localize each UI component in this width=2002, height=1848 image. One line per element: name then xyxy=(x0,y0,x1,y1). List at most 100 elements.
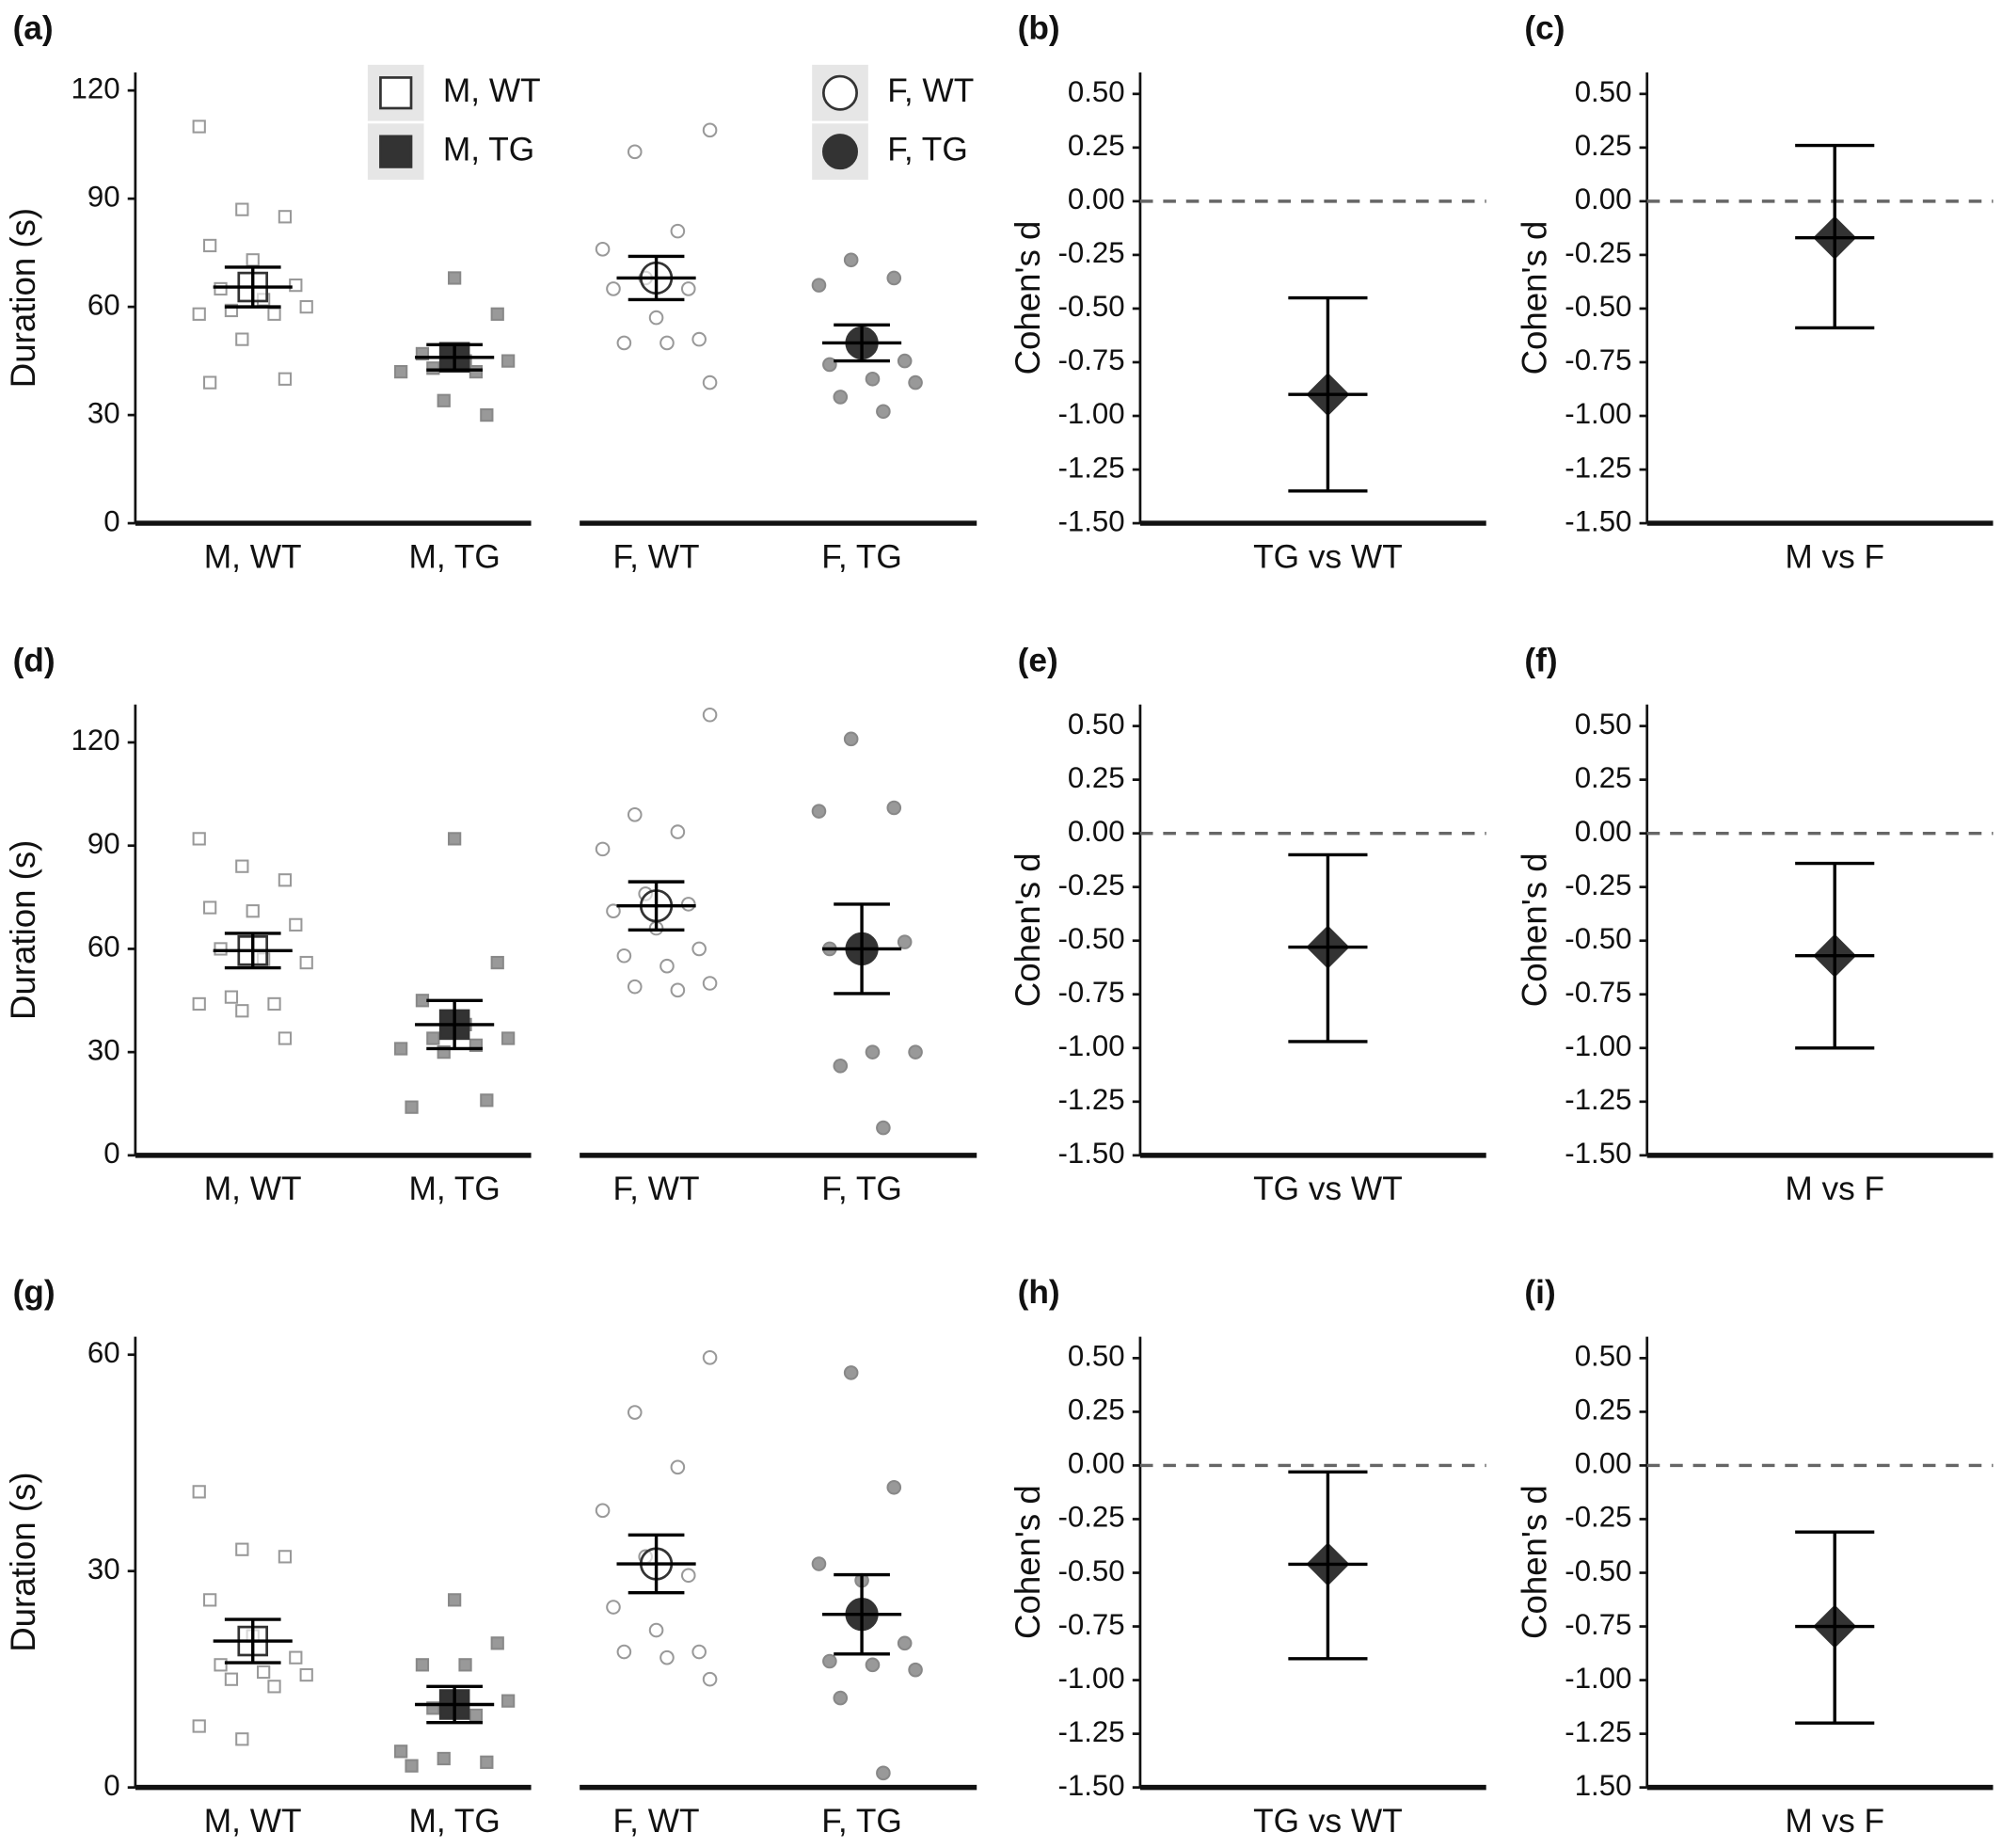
y-tick-label: -1.00 xyxy=(1565,1029,1631,1062)
y-tick-label: 30 xyxy=(87,396,120,429)
x-tick-label: F, WT xyxy=(613,1171,700,1207)
panel-label: (h) xyxy=(1018,1274,1060,1311)
data-point xyxy=(702,976,718,991)
x-tick-label: F, WT xyxy=(613,538,700,575)
data-point xyxy=(267,996,281,1012)
data-point xyxy=(192,1485,206,1499)
data-point xyxy=(490,955,504,970)
y-tick-label: -0.75 xyxy=(1565,976,1631,1009)
data-point xyxy=(897,353,913,369)
y-tick-label: -1.25 xyxy=(1565,1083,1631,1116)
data-point xyxy=(224,990,239,1004)
data-point xyxy=(670,824,686,839)
y-tick-label: -1.00 xyxy=(1058,1662,1125,1695)
data-point xyxy=(865,371,881,387)
y-tick-label: -0.50 xyxy=(1565,1554,1631,1587)
y-tick-label: -0.50 xyxy=(1058,290,1125,323)
y-tick-label: 120 xyxy=(72,72,120,104)
data-point xyxy=(267,307,281,321)
data-point xyxy=(843,731,859,747)
data-point xyxy=(865,1044,881,1059)
y-tick-label: 120 xyxy=(72,724,120,757)
y-tick-label: -0.75 xyxy=(1058,1608,1125,1641)
data-point xyxy=(490,1636,504,1650)
y-tick-label: -1.25 xyxy=(1565,1715,1631,1748)
y-tick-label: 30 xyxy=(87,1553,120,1585)
y-tick-label: 1.50 xyxy=(1575,1769,1632,1802)
y-tick-label: -1.25 xyxy=(1565,451,1631,484)
data-point xyxy=(289,1650,303,1665)
y-axis-label: Cohen's d xyxy=(1516,852,1554,1007)
legend-key xyxy=(379,76,413,110)
data-point xyxy=(394,364,408,379)
y-tick-label: 0.00 xyxy=(1575,815,1632,848)
data-point xyxy=(627,1405,643,1420)
panel-label: (f) xyxy=(1524,642,1557,678)
data-point xyxy=(405,1759,419,1773)
y-tick-label: 0.25 xyxy=(1068,761,1125,794)
y-tick-label: 0.50 xyxy=(1068,708,1125,741)
data-point xyxy=(426,1031,440,1045)
data-point xyxy=(680,897,696,912)
y-tick-label: 0.50 xyxy=(1575,75,1632,108)
data-point xyxy=(246,904,260,918)
x-tick-label: M, TG xyxy=(408,538,500,575)
y-tick-label: 0.50 xyxy=(1575,1340,1632,1373)
data-point xyxy=(811,804,827,819)
y-tick-label: 0.25 xyxy=(1575,129,1632,162)
y-tick-label: -0.75 xyxy=(1565,1608,1631,1641)
x-tick-label: F, TG xyxy=(821,1171,902,1207)
y-tick-label: -1.50 xyxy=(1565,1137,1631,1170)
data-point xyxy=(405,1100,419,1114)
data-point xyxy=(691,941,707,957)
data-point xyxy=(480,1755,494,1769)
legend-label: M, TG xyxy=(443,131,534,167)
y-tick-label: -0.25 xyxy=(1058,236,1125,269)
data-point xyxy=(192,832,206,846)
x-tick-label: F, WT xyxy=(613,1803,700,1840)
y-tick-label: 60 xyxy=(87,1336,120,1369)
data-point xyxy=(448,1593,462,1607)
y-tick-label: 0.50 xyxy=(1068,75,1125,108)
data-point xyxy=(833,390,849,405)
y-axis-label: Cohen's d xyxy=(1516,221,1554,375)
y-tick-label: -1.50 xyxy=(1565,504,1631,537)
y-tick-label: -0.25 xyxy=(1565,868,1631,901)
data-point xyxy=(256,1665,271,1680)
data-point xyxy=(843,252,859,268)
data-point xyxy=(278,372,293,386)
y-tick-label: 0 xyxy=(103,504,119,537)
data-point xyxy=(833,1058,849,1074)
data-point xyxy=(843,1365,859,1380)
x-tick-label: M vs F xyxy=(1785,1171,1884,1207)
y-tick-label: 0.00 xyxy=(1068,815,1125,848)
y-tick-label: 60 xyxy=(87,931,120,964)
data-point xyxy=(670,982,686,998)
x-tick-label: M vs F xyxy=(1785,538,1884,575)
data-point xyxy=(246,253,260,267)
legend-key xyxy=(379,135,413,168)
data-point xyxy=(480,407,494,422)
data-point xyxy=(192,1719,206,1733)
data-point xyxy=(235,1732,249,1746)
y-tick-label: -0.75 xyxy=(1058,976,1125,1009)
y-tick-label: 0.00 xyxy=(1068,183,1125,215)
y-tick-label: -0.50 xyxy=(1058,1554,1125,1587)
y-tick-label: -1.50 xyxy=(1058,1769,1125,1802)
data-point xyxy=(648,1622,664,1638)
data-point xyxy=(192,996,206,1012)
x-tick-label: M, WT xyxy=(204,1803,302,1840)
data-point xyxy=(224,1672,239,1686)
data-point xyxy=(437,1751,451,1766)
y-axis-label: Cohen's d xyxy=(1516,1485,1554,1639)
data-point xyxy=(458,1658,472,1672)
y-tick-label: -1.25 xyxy=(1058,451,1125,484)
y-tick-label: -0.75 xyxy=(1565,343,1631,376)
data-point xyxy=(908,1662,923,1678)
data-point xyxy=(235,859,249,873)
data-point xyxy=(648,310,664,326)
data-point xyxy=(214,942,228,956)
x-tick-label: M, WT xyxy=(204,538,302,575)
data-point xyxy=(267,1680,281,1694)
data-point xyxy=(702,374,718,390)
